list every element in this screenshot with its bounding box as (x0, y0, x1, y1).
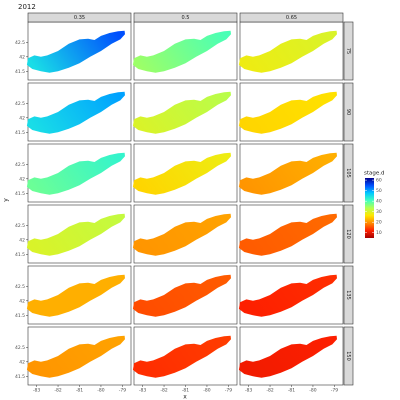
colorbar-tick-label: 30 (376, 209, 382, 215)
lake-field (26, 152, 125, 195)
x-tick-label: -79 (225, 388, 232, 394)
x-tick-label: -81 (288, 388, 295, 394)
y-tick-label: 42 (19, 298, 25, 304)
y-tick-label: 42 (19, 54, 25, 60)
x-tick-label: -83 (245, 388, 252, 394)
x-tick-label: -82 (160, 388, 167, 394)
y-axis-title: y (3, 198, 10, 202)
lake-field (26, 213, 125, 256)
row-strip (343, 265, 354, 325)
colorbar (365, 178, 374, 238)
row-strip-label: 105 (345, 168, 351, 178)
x-tick-label: -81 (76, 388, 83, 394)
x-tick-label: -83 (33, 388, 40, 394)
lake-field (26, 91, 125, 134)
x-tick-label: -80 (203, 388, 210, 394)
y-tick-label: 42 (19, 176, 25, 182)
y-tick-label: 41.5 (15, 252, 25, 258)
row-strip-label: 135 (345, 290, 351, 300)
chart-title: 2012 (18, 3, 36, 11)
row-strip (343, 326, 354, 386)
x-tick-label: -80 (309, 388, 316, 394)
lake-field (26, 274, 125, 317)
row-strip (343, 204, 354, 264)
x-tick-label: -82 (266, 388, 273, 394)
x-tick-label: -79 (331, 388, 338, 394)
lake-field (132, 30, 231, 73)
x-tick-label: -79 (119, 388, 126, 394)
colorbar-tick-label: 50 (376, 188, 382, 194)
y-tick-label: 41.5 (15, 374, 25, 380)
column-strip (27, 12, 132, 23)
lake-field (238, 335, 337, 378)
column-strip-label: 0.5 (182, 15, 190, 21)
lake-field (132, 91, 231, 134)
row-strip (343, 21, 354, 81)
column-strip-label: 0.35 (74, 15, 85, 21)
lake-field (238, 30, 337, 73)
y-tick-label: 42.5 (15, 101, 25, 107)
y-tick-label: 42 (19, 237, 25, 243)
colorbar-tick-label: 40 (376, 199, 382, 205)
lake-field (132, 335, 231, 378)
x-tick-label: -81 (182, 388, 189, 394)
lake-field (26, 30, 125, 73)
row-strip (343, 143, 354, 203)
lake-field (132, 213, 231, 256)
x-tick-label: -83 (139, 388, 146, 394)
x-tick-label: -82 (54, 388, 61, 394)
x-tick-label: -80 (97, 388, 104, 394)
y-tick-label: 41.5 (15, 191, 25, 197)
colorbar-tick-label: 60 (376, 178, 382, 184)
column-strip (239, 12, 344, 23)
lake-field (238, 152, 337, 195)
y-tick-label: 42 (19, 359, 25, 365)
y-tick-label: 42.5 (15, 223, 25, 229)
y-tick-label: 42 (19, 115, 25, 121)
row-strip-label: 120 (345, 229, 351, 239)
row-strip (343, 82, 354, 142)
y-tick-label: 42.5 (15, 284, 25, 290)
lake-field (132, 274, 231, 317)
row-strip-label: 75 (345, 48, 351, 54)
y-tick-label: 42.5 (15, 345, 25, 351)
column-strip-label: 0.65 (286, 15, 297, 21)
x-axis-title: x (183, 394, 187, 400)
row-strip-label: 150 (345, 351, 351, 361)
row-strip-label: 90 (345, 109, 351, 115)
y-tick-label: 41.5 (15, 130, 25, 136)
column-strip (133, 12, 238, 23)
y-tick-label: 42.5 (15, 162, 25, 168)
lake-field (238, 213, 337, 256)
lake-field (238, 91, 337, 134)
lake-field (238, 274, 337, 317)
y-tick-label: 41.5 (15, 313, 25, 319)
lake-field (26, 335, 125, 378)
y-tick-label: 41.5 (15, 69, 25, 75)
y-tick-label: 42.5 (15, 40, 25, 46)
colorbar-tick-label: 20 (376, 220, 382, 226)
legend-title: stage.d (364, 171, 385, 177)
lake-field (132, 152, 231, 195)
colorbar-tick-label: 10 (376, 230, 382, 236)
